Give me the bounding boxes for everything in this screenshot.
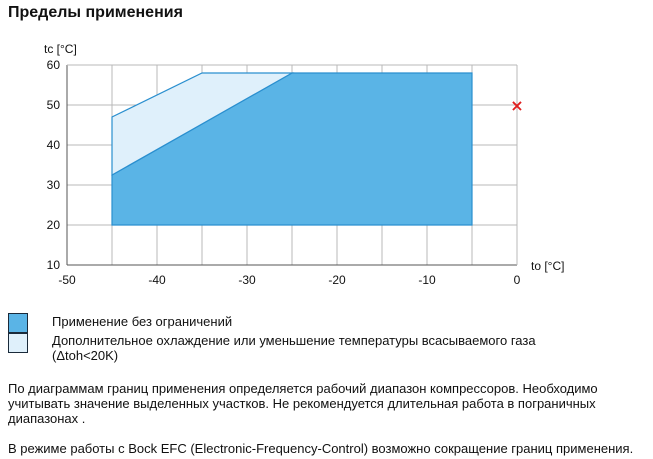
x-axis-label: to [°C] (531, 259, 564, 273)
x-tick-label: -50 (58, 273, 76, 287)
legend-label-additional-line1: Дополнительное охлаждение или уменьшение… (52, 333, 536, 348)
legend-swatch-unlimited (8, 313, 28, 333)
y-tick-label: 10 (47, 258, 61, 272)
areas (111, 72, 473, 226)
legend-item-additional: Дополнительное охлаждение или уменьшение… (8, 333, 536, 363)
legend-item-unlimited: Применение без ограничений (8, 313, 232, 333)
note-paragraph-2: В режиме работы с Bock EFC (Electronic-F… (8, 441, 634, 456)
area-unlimited (111, 72, 473, 226)
axes: 10 20 30 40 50 60 -50 -40 -30 -20 -10 0 (47, 58, 521, 287)
legend-label-additional: Дополнительное охлаждение или уменьшение… (52, 333, 536, 363)
legend-label-unlimited: Применение без ограничений (52, 314, 233, 329)
x-tick-label: -40 (148, 273, 166, 287)
legend-swatch-additional (8, 333, 28, 353)
x-tick-label: -10 (418, 273, 436, 287)
y-tick-label: 40 (47, 138, 61, 152)
y-axis-label: tc [°C] (44, 42, 77, 56)
application-limits-chart: 10 20 30 40 50 60 -50 -40 -30 -20 -10 0 tc [°C] to … (44, 42, 564, 287)
x-tick-label: -30 (238, 273, 256, 287)
y-tick-label: 20 (47, 218, 61, 232)
y-tick-label: 30 (47, 178, 61, 192)
legend-label-additional-line2: (Δtoh<20K) (52, 348, 119, 363)
area-additional (111, 72, 295, 177)
x-tick-label: 0 (514, 273, 521, 287)
note-paragraph-1: По диаграммам границ применения определя… (8, 381, 598, 426)
operating-point-marker: × (510, 96, 523, 115)
y-tick-label: 60 (47, 58, 61, 72)
x-tick-label: -20 (328, 273, 346, 287)
page-title: Пределы применения (8, 4, 183, 21)
y-tick-label: 50 (47, 98, 61, 112)
